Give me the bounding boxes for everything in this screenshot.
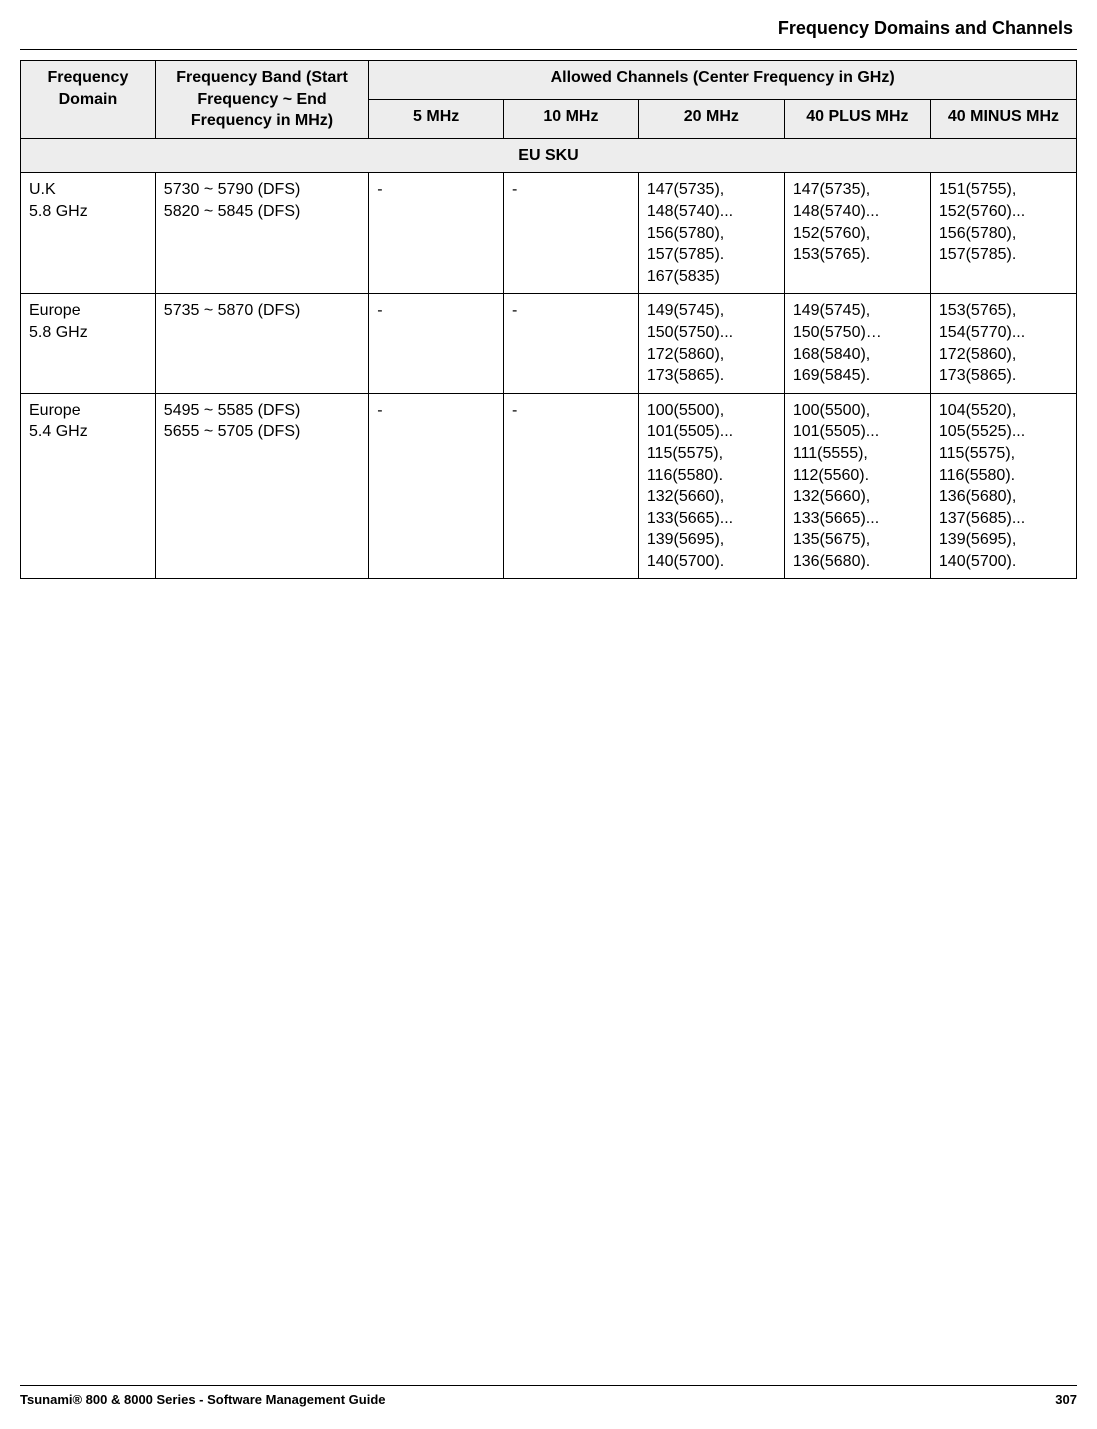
col-5mhz: 5 MHz <box>369 99 504 138</box>
table-row: U.K5.8 GHz 5730 ~ 5790 (DFS)5820 ~ 5845 … <box>21 173 1077 294</box>
running-header: Frequency Domains and Channels <box>20 18 1077 49</box>
table-head: Frequency Domain Frequency Band (Start F… <box>21 61 1077 139</box>
cell-5mhz: - <box>369 173 504 294</box>
page-footer: Tsunami® 800 & 8000 Series - Software Ma… <box>0 1385 1097 1407</box>
cell-10mhz: - <box>504 393 639 579</box>
footer-title: Tsunami® 800 & 8000 Series - Software Ma… <box>20 1392 386 1407</box>
cell-domain: Europe5.8 GHz <box>21 294 156 393</box>
page: Frequency Domains and Channels Frequency… <box>0 0 1097 1429</box>
cell-40minus: 104(5520), 105(5525)... 115(5575), 116(5… <box>930 393 1076 579</box>
section-row-eu-sku: EU SKU <box>21 138 1077 173</box>
table-row: Europe5.8 GHz 5735 ~ 5870 (DFS) - - 149(… <box>21 294 1077 393</box>
col-10mhz: 10 MHz <box>504 99 639 138</box>
cell-40minus: 151(5755), 152(5760)... 156(5780), 157(5… <box>930 173 1076 294</box>
cell-10mhz: - <box>504 173 639 294</box>
col-40minus-mhz: 40 MINUS MHz <box>930 99 1076 138</box>
cell-20mhz: 100(5500), 101(5505)... 115(5575), 116(5… <box>638 393 784 579</box>
table-row: Europe5.4 GHz 5495 ~ 5585 (DFS)5655 ~ 57… <box>21 393 1077 579</box>
cell-40plus: 100(5500), 101(5505)... 111(5555), 112(5… <box>784 393 930 579</box>
cell-40plus: 149(5745), 150(5750)… 168(5840), 169(584… <box>784 294 930 393</box>
cell-40minus: 153(5765), 154(5770)... 172(5860), 173(5… <box>930 294 1076 393</box>
col-allowed-channels: Allowed Channels (Center Frequency in GH… <box>369 61 1077 100</box>
frequency-table: Frequency Domain Frequency Band (Start F… <box>20 60 1077 579</box>
cell-10mhz: - <box>504 294 639 393</box>
cell-band: 5730 ~ 5790 (DFS)5820 ~ 5845 (DFS) <box>155 173 368 294</box>
col-40plus-mhz: 40 PLUS MHz <box>784 99 930 138</box>
section-label: EU SKU <box>21 138 1077 173</box>
cell-domain: U.K5.8 GHz <box>21 173 156 294</box>
cell-band: 5735 ~ 5870 (DFS) <box>155 294 368 393</box>
cell-band: 5495 ~ 5585 (DFS)5655 ~ 5705 (DFS) <box>155 393 368 579</box>
col-frequency-domain: Frequency Domain <box>21 61 156 139</box>
cell-domain: Europe5.4 GHz <box>21 393 156 579</box>
col-frequency-band: Frequency Band (Start Frequency ~ End Fr… <box>155 61 368 139</box>
cell-5mhz: - <box>369 393 504 579</box>
col-20mhz: 20 MHz <box>638 99 784 138</box>
table-head-row-1: Frequency Domain Frequency Band (Start F… <box>21 61 1077 100</box>
cell-5mhz: - <box>369 294 504 393</box>
footer-rule <box>20 1385 1077 1386</box>
cell-40plus: 147(5735), 148(5740)... 152(5760), 153(5… <box>784 173 930 294</box>
table-body: EU SKU U.K5.8 GHz 5730 ~ 5790 (DFS)5820 … <box>21 138 1077 579</box>
cell-20mhz: 147(5735), 148(5740)... 156(5780), 157(5… <box>638 173 784 294</box>
footer-line: Tsunami® 800 & 8000 Series - Software Ma… <box>20 1392 1077 1407</box>
footer-page-number: 307 <box>1055 1392 1077 1407</box>
header-rule <box>20 49 1077 50</box>
cell-20mhz: 149(5745), 150(5750)... 172(5860), 173(5… <box>638 294 784 393</box>
